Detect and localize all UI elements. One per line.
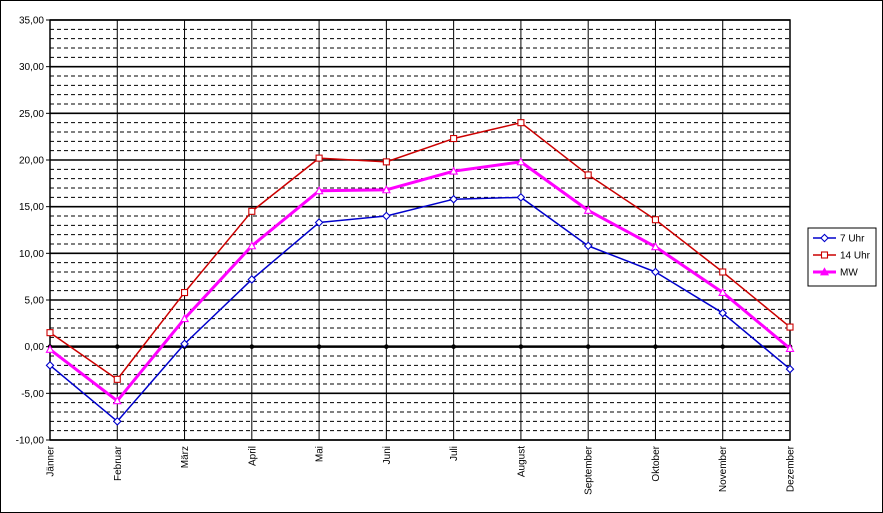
data-point-0: [45, 360, 55, 370]
data-point-2: [314, 186, 324, 195]
data-point-2: [247, 241, 257, 250]
data-point-2: [381, 185, 391, 194]
series-line-2: [49, 160, 791, 403]
x-tick-label: Juni: [382, 446, 393, 464]
legend-label: 7 Uhr: [840, 234, 865, 245]
data-point-0: [314, 218, 324, 227]
zero-line-marker: [114, 344, 120, 349]
data-point-1: [180, 288, 189, 297]
data-point-2: [583, 205, 593, 214]
data-point-2: [516, 157, 526, 166]
series-line-0: [49, 196, 791, 423]
x-tick-label: August: [516, 446, 527, 477]
legend-marker: [819, 267, 830, 276]
y-tick-label: 25,00: [19, 109, 44, 120]
x-tick-label: Jänner: [46, 445, 57, 476]
data-point-0: [449, 194, 459, 204]
zero-line-marker: [451, 344, 456, 349]
data-point-0: [180, 339, 189, 349]
data-point-2: [112, 396, 122, 405]
data-point-1: [584, 171, 592, 179]
data-point-2: [45, 344, 55, 353]
y-tick-label: -5,00: [21, 389, 44, 400]
y-tick-label: -10,00: [16, 436, 45, 447]
data-point-2: [785, 343, 795, 352]
data-point-1: [786, 323, 794, 331]
x-tick-label: September: [584, 445, 595, 495]
zero-line-marker: [316, 344, 322, 349]
x-tick-label: Februar: [113, 445, 124, 481]
data-point-1: [382, 158, 390, 166]
y-tick-label: 5,00: [25, 296, 45, 307]
x-tick-label: Mai: [315, 446, 326, 462]
data-point-1: [248, 207, 256, 215]
legend-marker: [820, 233, 829, 243]
data-point-0: [516, 192, 526, 202]
data-point-2: [650, 242, 660, 251]
zero-line-marker: [585, 344, 591, 349]
x-tick-label: Juli: [449, 446, 460, 461]
legend-label: 14 Uhr: [840, 251, 871, 262]
data-point-1: [450, 134, 458, 143]
zero-line-marker: [249, 344, 255, 349]
x-tick-label: Oktober: [651, 445, 662, 481]
y-tick-label: 0,00: [25, 342, 45, 353]
data-point-2: [180, 313, 190, 323]
data-point-1: [651, 216, 660, 224]
zero-line-marker: [653, 344, 658, 349]
data-point-0: [718, 308, 728, 318]
y-tick-label: 10,00: [19, 249, 44, 260]
y-tick-label: 15,00: [19, 202, 44, 213]
data-point-1: [315, 154, 323, 162]
legend-marker: [820, 251, 829, 259]
data-point-2: [449, 166, 459, 175]
data-point-0: [247, 275, 257, 284]
legend-label: MW: [840, 268, 858, 279]
zero-line-marker: [384, 344, 389, 349]
data-point-0: [583, 241, 593, 251]
data-point-2: [718, 287, 728, 296]
zero-line-marker: [720, 344, 726, 349]
x-tick-label: November: [718, 445, 729, 492]
x-tick-label: Dezember: [786, 445, 797, 492]
data-point-0: [651, 267, 660, 277]
y-tick-label: 20,00: [19, 156, 44, 167]
data-point-0: [785, 364, 795, 374]
plot-area-border: [49, 19, 791, 441]
y-tick-label: 30,00: [19, 62, 44, 73]
series-line-1: [49, 121, 791, 381]
data-point-0: [381, 211, 391, 221]
data-point-0: [112, 416, 122, 426]
y-tick-label: 35,00: [19, 16, 44, 27]
x-tick-label: April: [247, 446, 258, 466]
data-point-1: [517, 119, 525, 127]
x-tick-label: März: [180, 446, 191, 468]
data-point-1: [46, 329, 54, 337]
data-point-1: [719, 268, 727, 276]
data-point-1: [113, 375, 121, 383]
zero-line-marker: [518, 344, 524, 349]
